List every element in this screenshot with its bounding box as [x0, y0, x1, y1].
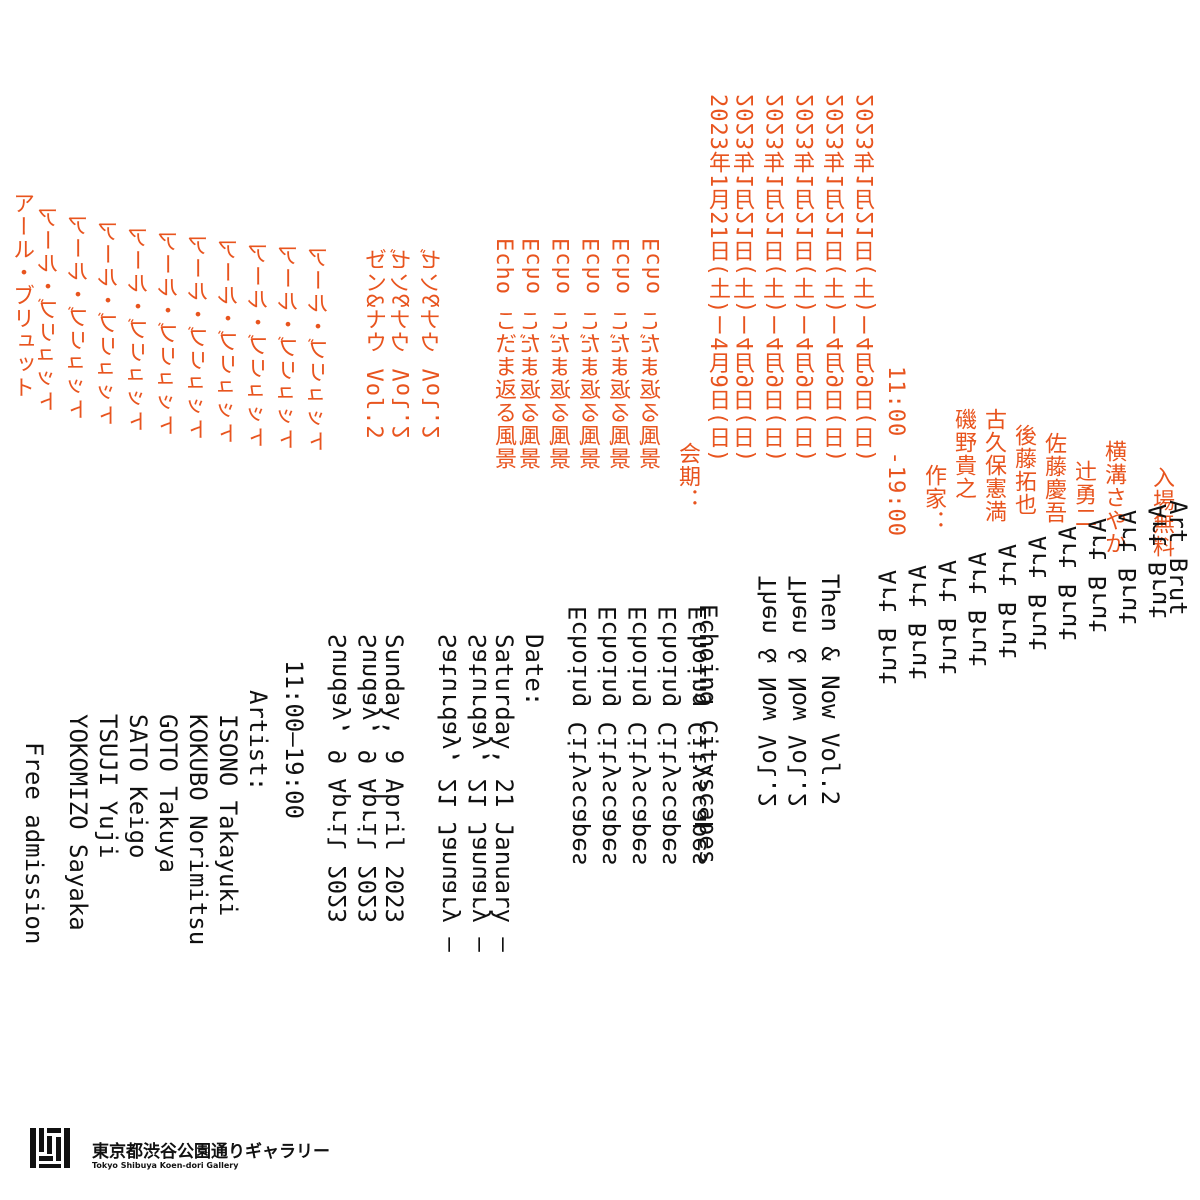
en-date-echo: Sunday, 9 April 2023 [354, 634, 382, 923]
en-title-echo: Art Brut [874, 570, 902, 686]
jp-title-echo: アール・ブリュット [308, 246, 333, 453]
en-title-echo: Art Brut [964, 552, 992, 668]
jp-title-echo: アール・ブリュット [188, 234, 213, 441]
en-title-echo: Art Brut [904, 565, 932, 681]
en-title-echo: Art Brut [1024, 536, 1052, 652]
jp-artist: 磯野貴之 [951, 408, 976, 500]
jp-artist-label: 作家： [921, 464, 946, 533]
en-date-echo: Sunday, 9 April 2023 [324, 634, 352, 923]
en-theme-echo: Echoing Cityscapes [654, 606, 682, 867]
jp-theme-echo: Echo こだま返る風景 [580, 238, 605, 471]
jp-title-echo: アール・ブリュット [38, 206, 63, 413]
jp-title-echo: アール・ブリュット [248, 242, 273, 449]
en-hours: 11:00–19:00 [280, 660, 308, 819]
en-theme-echo: Echoing Cityscapes [624, 606, 652, 867]
jp-dates-echo: 2023年1月21日(土)ー4月9日(日) [854, 94, 879, 464]
en-title-echo: Art Brut [1084, 518, 1112, 634]
jp-theme-echo: Echo こだま返る風景 [610, 238, 635, 471]
gallery-name-jp: 東京都渋谷公園通りギャラリー [92, 1142, 330, 1162]
jp-dates-echo: 2023年1月21日(土)ー4月9日(日) [794, 94, 819, 464]
jp-title-echo: アール・ブリュット [68, 214, 93, 421]
en-theme-echo: Echoing Cityscapes [564, 606, 592, 867]
en-subtitle-echo: Then & Now Vol.2 [754, 576, 782, 808]
en-artist: SATO Keigo [124, 714, 152, 859]
jp-title: アール・ブリュット [9, 192, 34, 399]
en-date-start: Saturday, 21 January – [490, 634, 518, 952]
en-artist: TSUJI Yuji [94, 714, 122, 859]
jp-subtitle-echo: ゼン&ナウ Vol.2 [390, 248, 415, 440]
jp-hours: 11:00 -19:00 [883, 366, 908, 537]
en-date-echo: Saturday, 21 January – [434, 634, 462, 952]
en-title-echo: Art Brut [934, 560, 962, 676]
en-title-echo: Art Brut [994, 544, 1022, 660]
en-artist: ISONO Takayuki [214, 714, 242, 917]
en-artist: GOTO Takuya [154, 714, 182, 873]
jp-dates-echo: 2023年1月21日(土)ー4月9日(日) [734, 94, 759, 464]
jp-title-echo: アール・ブリュット [128, 226, 153, 433]
en-date-end: Sunday, 9 April 2023 [380, 634, 408, 923]
jp-subtitle-echo: ゼン&ナウ Vol.2 [420, 248, 445, 440]
en-subtitle-echo: Then & Now Vol.2 [784, 576, 812, 808]
jp-artist: 佐藤慶吾 [1041, 432, 1066, 524]
en-subtitle: Then & Now Vol.2 [816, 574, 844, 806]
en-theme-echo: Echoing Cityscapes [594, 606, 622, 867]
jp-title-echo: アール・ブリュット [218, 238, 243, 445]
jp-dates-echo: 2023年1月21日(土)ー4月9日(日) [824, 94, 849, 464]
jp-theme-echo: Echo こだま返る風景 [640, 238, 665, 471]
jp-title-echo: アール・ブリュット [98, 220, 123, 427]
jp-admission: 入場無料 [1149, 466, 1174, 558]
jp-date-label: 会期： [675, 442, 700, 511]
jp-artist: 後藤拓也 [1011, 424, 1036, 516]
gallery-name-en: Tokyo Shibuya Koen-dori Gallery [92, 1161, 239, 1170]
jp-theme-echo: Echo こだま返る風景 [520, 238, 545, 471]
en-title: Art Brut [1164, 500, 1192, 616]
jp-artist: 横溝さやか [1101, 440, 1126, 555]
jp-dates: 2023年1月21日(土)ー4月9日(日) [705, 94, 730, 464]
jp-artist: 辻勇二 [1071, 460, 1096, 529]
jp-title-echo: アール・ブリュット [158, 230, 183, 437]
jp-theme-echo: Echo こだま返る風景 [550, 238, 575, 471]
en-title-echo: Art Brut [1054, 526, 1082, 642]
en-artist: YOKOMIZO Sayaka [64, 714, 92, 931]
en-theme: Echoing Cityscapes [694, 604, 722, 865]
en-admission: Free admission [20, 742, 48, 945]
jp-artist: 古久保憲満 [981, 408, 1006, 523]
jp-dates-echo: 2023年1月21日(土)ー4月9日(日) [764, 94, 789, 464]
gallery-logo-icon [30, 1128, 70, 1168]
jp-subtitle: ゼン&ナウ Vol.2 [361, 248, 386, 440]
en-date-echo: Saturday, 21 January – [464, 634, 492, 952]
en-title-echo: Art Brut [1114, 510, 1142, 626]
en-artist-label: Artist: [244, 690, 272, 792]
en-artist: KOKUBO Norimitsu [184, 714, 212, 946]
jp-theme: Echo こだま返る風景 [491, 238, 516, 471]
jp-title-echo: アール・ブリュット [278, 244, 303, 451]
en-date-label: Date: [520, 634, 548, 707]
